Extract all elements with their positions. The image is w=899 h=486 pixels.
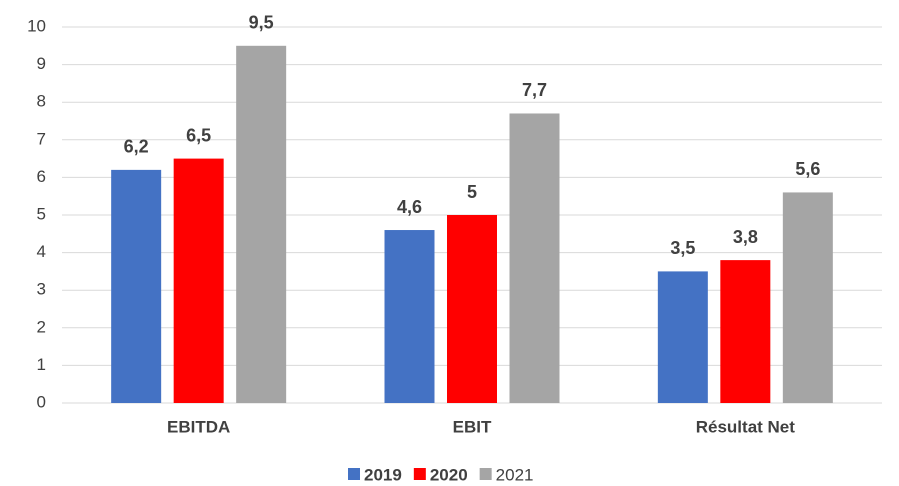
value-label: 4,6 (397, 197, 422, 217)
x-tick-label: EBIT (453, 417, 492, 436)
bar (236, 45, 287, 404)
value-label: 6,2 (124, 137, 149, 157)
bar (447, 215, 497, 403)
y-tick-label: 3 (37, 280, 46, 299)
bar (173, 158, 224, 403)
y-tick-label: 0 (37, 392, 46, 411)
y-tick-label: 2 (37, 317, 46, 336)
y-tick-label: 1 (37, 355, 46, 374)
legend-label: 2019 (364, 465, 402, 484)
bar (509, 113, 560, 403)
value-label: 7,7 (522, 80, 547, 100)
value-label: 5,6 (795, 159, 820, 179)
y-tick-label: 9 (37, 54, 46, 73)
value-label: 3,5 (670, 238, 695, 258)
legend-swatch (413, 468, 426, 480)
y-tick-label: 6 (37, 167, 46, 186)
legend-swatch (348, 468, 360, 480)
value-label: 9,5 (249, 13, 274, 33)
bar (720, 260, 771, 403)
bar (782, 192, 833, 403)
y-tick-label: 10 (27, 16, 46, 35)
x-tick-label: Résultat Net (696, 417, 796, 436)
y-tick-label: 5 (37, 204, 46, 223)
bar (384, 230, 435, 403)
y-tick-label: 4 (37, 242, 46, 261)
legend-swatch (479, 468, 492, 480)
x-tick-label: EBITDA (167, 417, 230, 436)
y-tick-label: 7 (37, 129, 46, 148)
bar (111, 169, 162, 403)
value-label: 3,8 (733, 227, 758, 247)
bar (657, 271, 708, 403)
value-label: 6,5 (186, 125, 211, 145)
legend-label: 2020 (430, 465, 468, 484)
y-tick-label: 8 (37, 92, 46, 111)
legend-label: 2021 (496, 465, 534, 484)
value-label: 5 (467, 182, 477, 202)
